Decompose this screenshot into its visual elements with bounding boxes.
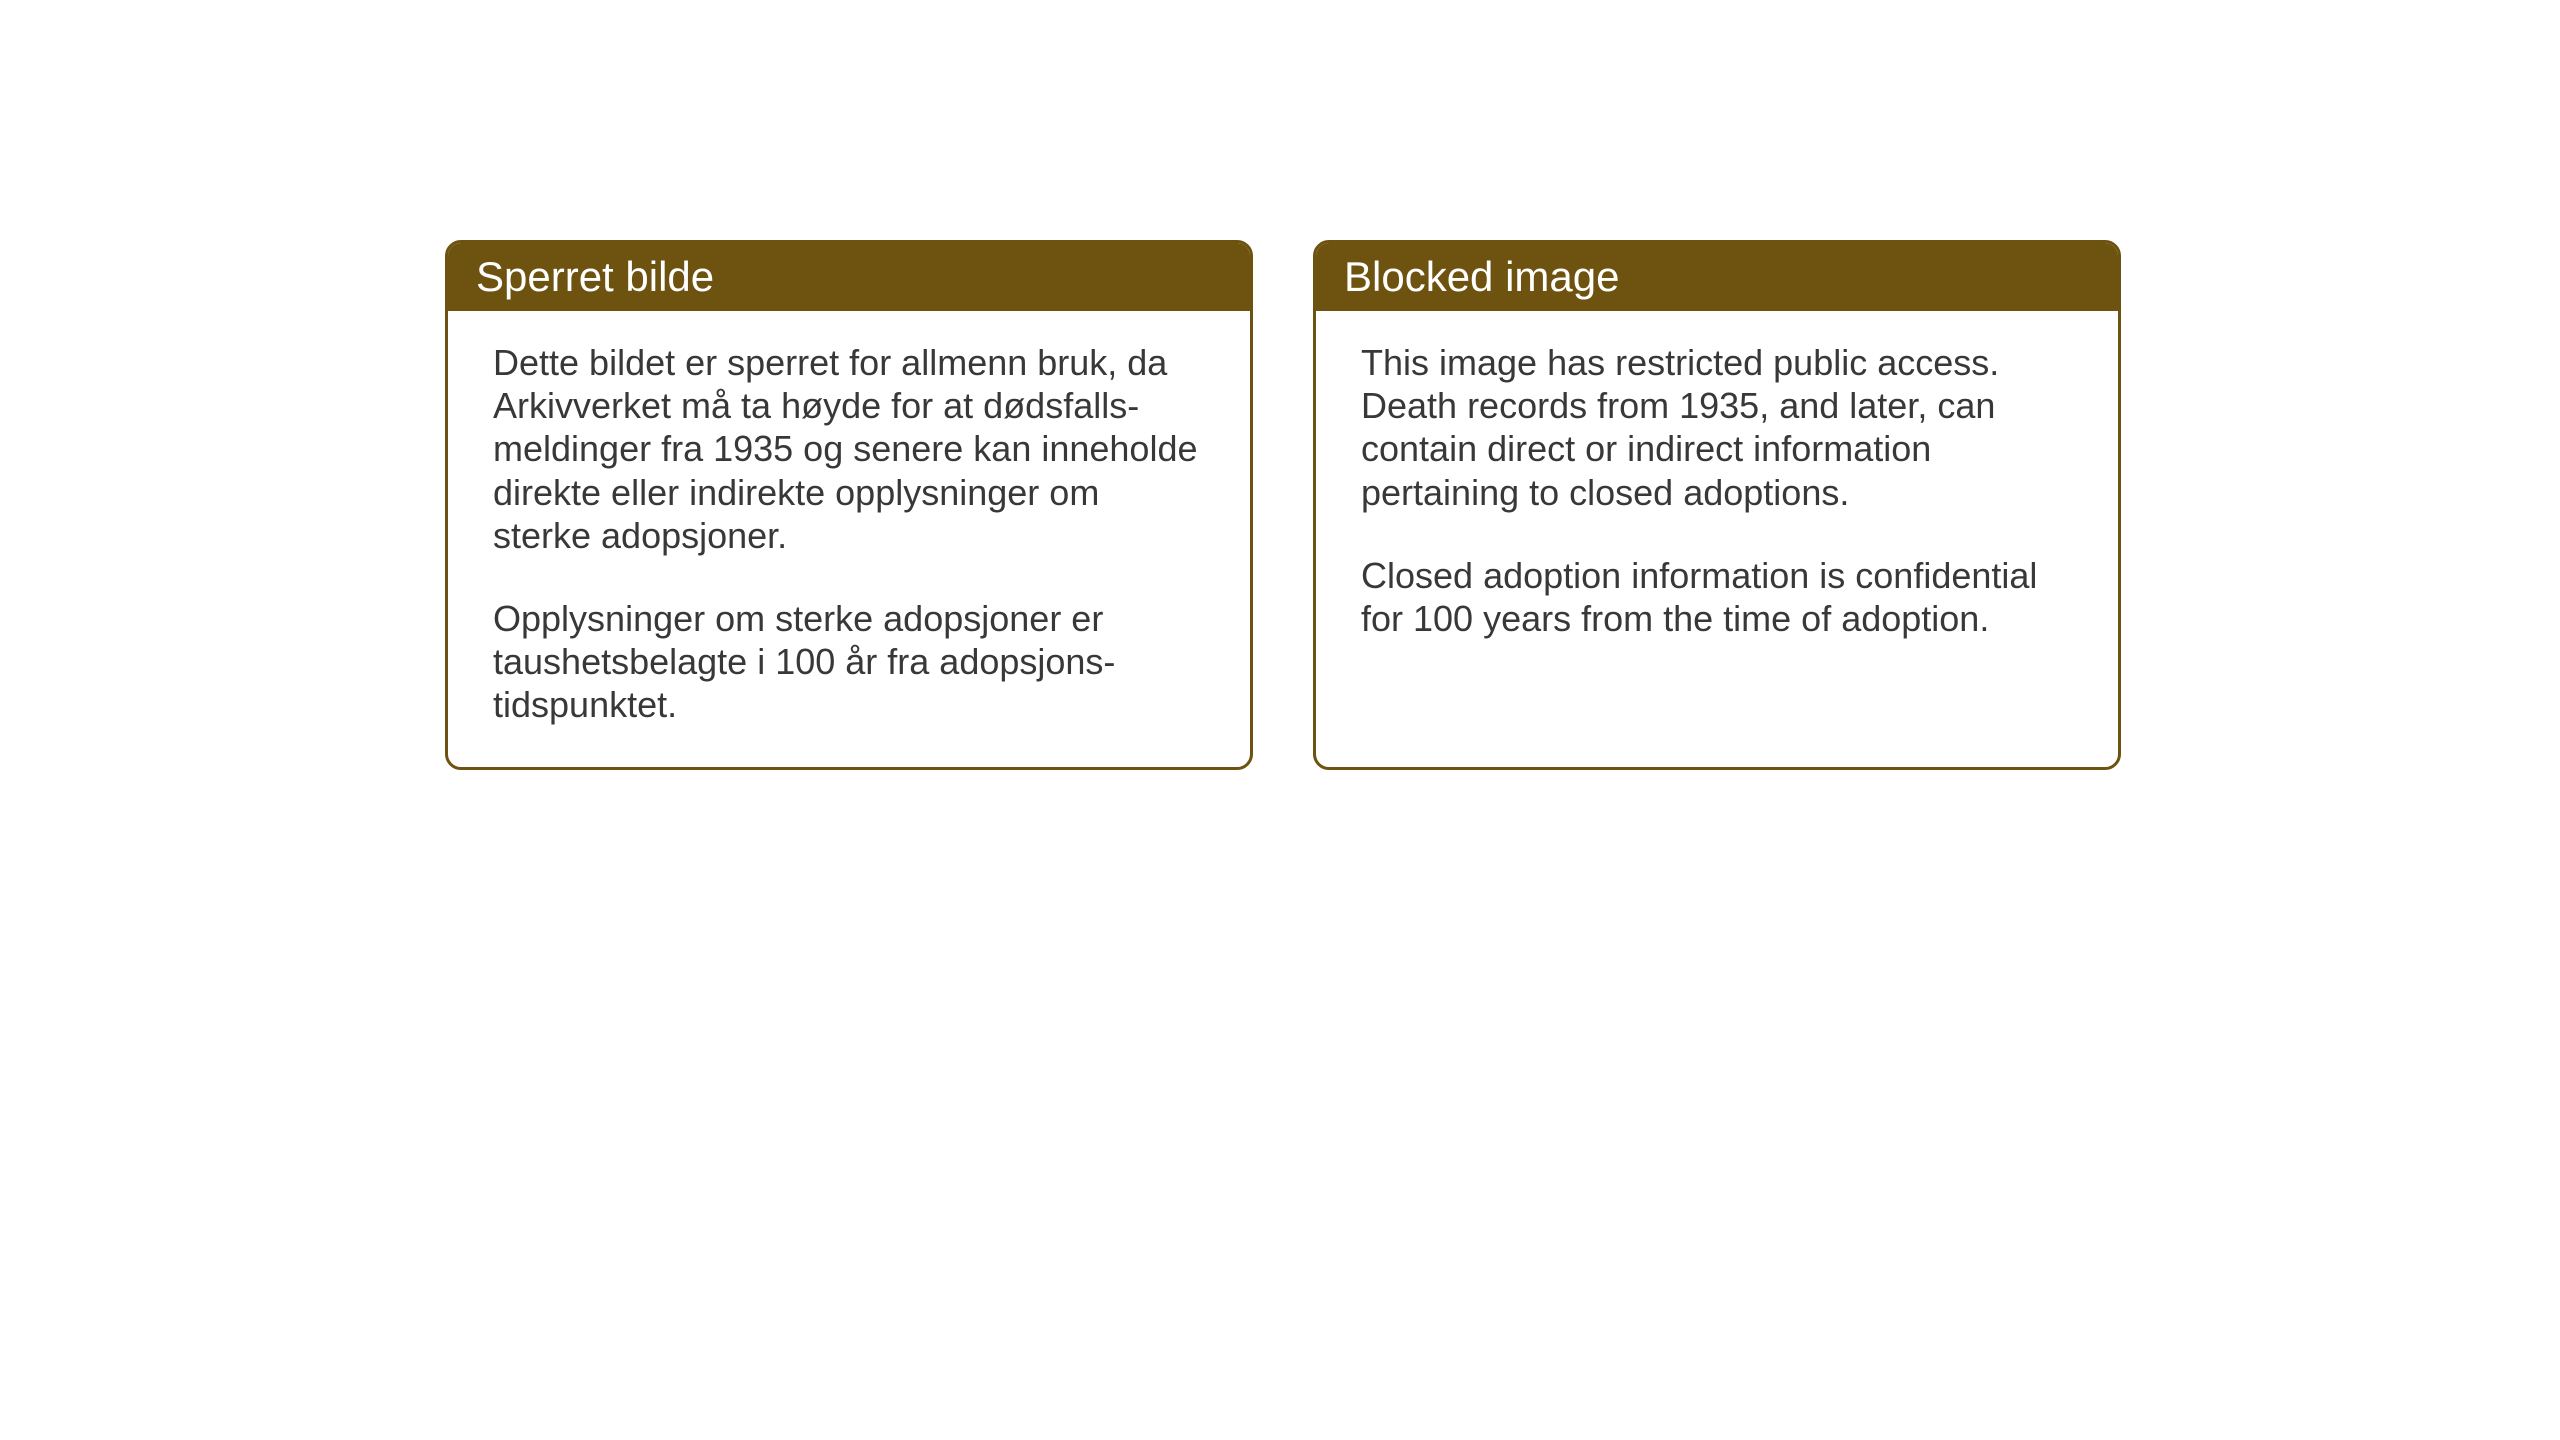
notice-paragraph-1-norwegian: Dette bildet er sperret for allmenn bruk… (493, 341, 1205, 557)
notice-paragraph-2-norwegian: Opplysninger om sterke adopsjoner er tau… (493, 597, 1205, 727)
notice-body-english: This image has restricted public access.… (1316, 311, 2118, 751)
notice-body-norwegian: Dette bildet er sperret for allmenn bruk… (448, 311, 1250, 767)
notice-container: Sperret bilde Dette bildet er sperret fo… (445, 240, 2121, 770)
notice-header-norwegian: Sperret bilde (448, 243, 1250, 311)
notice-paragraph-1-english: This image has restricted public access.… (1361, 341, 2073, 514)
notice-paragraph-2-english: Closed adoption information is confident… (1361, 554, 2073, 640)
notice-title-english: Blocked image (1344, 253, 1619, 300)
notice-title-norwegian: Sperret bilde (476, 253, 714, 300)
notice-card-norwegian: Sperret bilde Dette bildet er sperret fo… (445, 240, 1253, 770)
notice-header-english: Blocked image (1316, 243, 2118, 311)
notice-card-english: Blocked image This image has restricted … (1313, 240, 2121, 770)
